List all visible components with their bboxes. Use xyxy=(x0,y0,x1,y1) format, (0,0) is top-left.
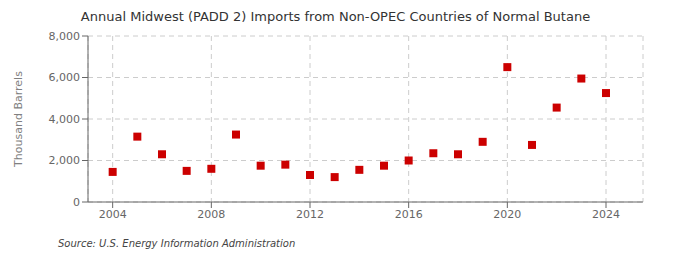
svg-text:4,000: 4,000 xyxy=(49,113,81,126)
svg-text:6,000: 6,000 xyxy=(49,71,81,84)
svg-text:2,000: 2,000 xyxy=(49,154,81,167)
svg-text:2008: 2008 xyxy=(197,208,225,221)
svg-text:2024: 2024 xyxy=(592,208,620,221)
svg-text:2016: 2016 xyxy=(395,208,423,221)
svg-text:0: 0 xyxy=(73,196,80,209)
svg-text:8,000: 8,000 xyxy=(49,30,81,43)
svg-text:Thousand Barrels: Thousand Barrels xyxy=(12,71,25,168)
svg-text:2012: 2012 xyxy=(296,208,324,221)
svg-text:2020: 2020 xyxy=(493,208,521,221)
svg-text:2004: 2004 xyxy=(99,208,127,221)
html-text:Annual Midwest (PADD 2) Import: Annual Midwest (PADD 2) Imports from Non… xyxy=(80,9,591,24)
html-text:Source: U.S. Energy Informatio: Source: U.S. Energy Information Administ… xyxy=(58,238,296,249)
